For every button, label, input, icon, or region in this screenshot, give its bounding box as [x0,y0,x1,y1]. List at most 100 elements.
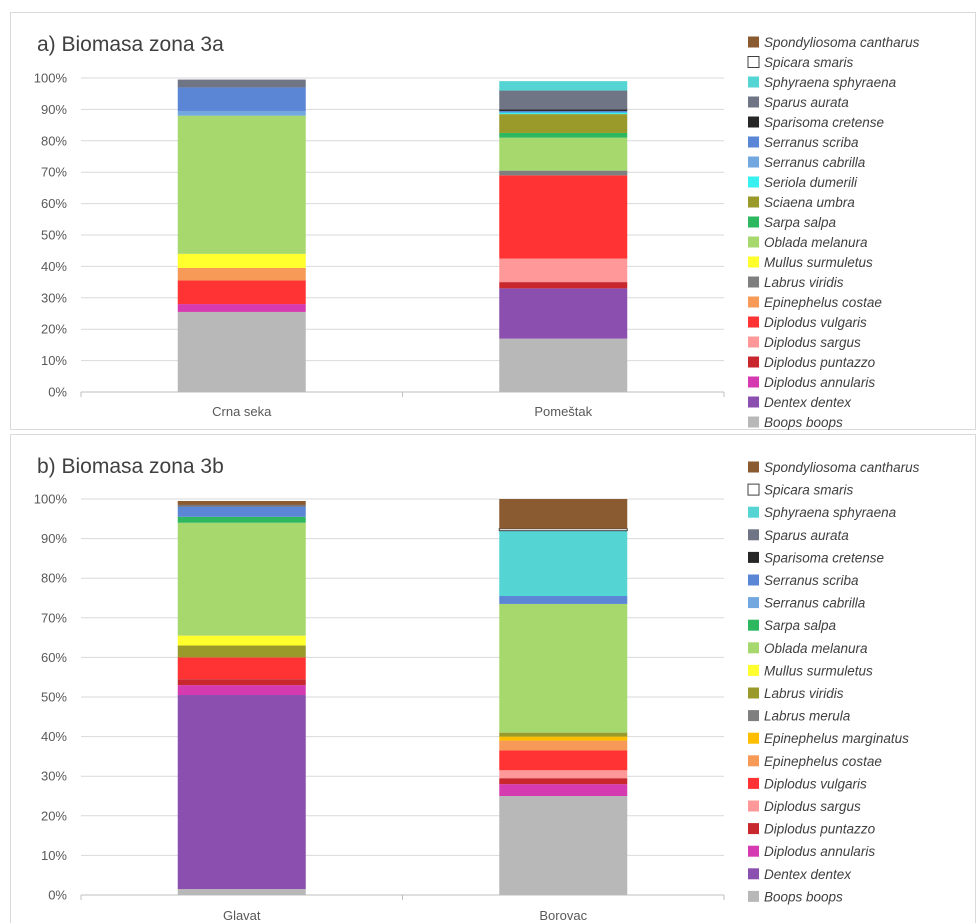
legend-label: Serranus scriba [764,573,859,588]
legend-swatch [748,800,759,812]
x-axis-categories: Glavat Borovac [223,908,588,923]
bar-segment [177,504,306,507]
bar-segment [499,258,628,283]
legend-label: Sphyraena sphyraena [764,505,897,520]
legend-label: Sparus aurata [764,528,849,543]
legend-label: Spondyliosoma cantharus [764,35,920,50]
bar-segment [177,110,306,116]
y-tick-label: 70% [41,610,67,625]
legend-swatch [748,710,759,722]
legend-swatch [748,196,759,208]
legend-swatch [748,755,759,767]
bar-segment [499,770,628,779]
legend-label: Diplodus vulgaris [764,776,867,791]
bar-segment [499,132,628,138]
legend-swatch [748,76,759,88]
y-tick-label: 50% [41,690,67,705]
bar-segment [499,109,628,111]
bar-segment [499,732,628,737]
legend-swatch [748,777,759,789]
legend-swatch [748,461,759,473]
legend-label: Diplodus sargus [764,799,861,814]
bar-segment [499,499,628,529]
legend-swatch [748,396,759,408]
bars [177,499,628,895]
chart-panel-zona-3a: a) Biomasa zona 3a 0% 10% 20% 30% 40% 50% 60% 7… [10,12,976,430]
y-tick-label: 70% [41,165,67,180]
x-category-label: Glavat [223,908,261,923]
legend-swatch [748,845,759,857]
legend-swatch [748,176,759,188]
legend-label: Sciaena umbra [764,195,855,210]
bar-segment [177,645,306,658]
legend-swatch [748,376,759,388]
y-tick-label: 80% [41,571,67,586]
legend-swatch [747,56,760,68]
legend-label: Mullus surmuletus [764,255,873,270]
legend-label: Serranus cabrilla [764,596,866,611]
bar-segment [177,267,306,281]
legend-label: Diplodus sargus [764,335,861,350]
legend-label: Diplodus annularis [764,375,875,390]
legend-swatch [748,276,759,288]
legend-swatch [748,642,759,654]
chart-panel-zona-3b: b) Biomasa zona 3b 0% 10% 20% 30% 40% 50% 60% 7… [10,434,976,923]
bar-segment [499,338,628,392]
legend-label: Epinephelus marginatus [764,731,909,746]
y-tick-label: 50% [41,228,67,243]
y-tick-label: 10% [41,353,67,368]
bar-segment [499,750,628,771]
y-tick-label: 10% [41,848,67,863]
legend-swatch [748,96,759,108]
bar-segment [177,304,306,312]
legend-label: Boops boops [764,889,843,904]
legend-swatch [748,732,759,744]
legend-label: Serranus cabrilla [764,155,866,170]
bar-segment [177,280,306,305]
legend-swatch [748,236,759,248]
legend-label: Oblada melanura [764,641,868,656]
y-tick-label: 30% [41,769,67,784]
legend-swatch [748,116,759,128]
bar-segment [177,522,306,636]
legend-label: Sparisoma cretense [764,115,884,130]
x-axis-categories: Crna seka Pomeštak [212,404,593,419]
bar-segment [177,635,306,646]
legend-label: Sarpa salpa [764,618,837,633]
legend-label: Seriola dumerili [764,175,858,190]
bar-segment [177,679,306,686]
bar-segment [177,516,306,523]
gridlines [80,77,725,397]
legend-label: Sphyraena sphyraena [764,75,897,90]
bar-segment [499,114,628,133]
chart-title: a) Biomasa zona 3a [37,33,224,56]
y-tick-label: 30% [41,290,67,305]
legend-swatch [748,823,759,835]
bar-segment [499,796,628,895]
bar-segment [177,889,306,895]
chart-title: b) Biomasa zona 3b [37,455,224,478]
legend-swatch [748,256,759,268]
legend-label: Mullus surmuletus [764,663,873,678]
bar-segment [499,288,628,339]
y-tick-label: 60% [41,650,67,665]
chart-zona-3b-svg: b) Biomasa zona 3b 0% 10% 20% 30% 40% 50% 60% 7… [34,455,920,923]
legend-swatch [748,597,759,609]
bar-segment [499,282,628,289]
x-category-label: Borovac [539,908,587,923]
legend-label: Sarpa salpa [764,215,837,230]
legend-label: Spondyliosoma cantharus [764,460,920,475]
y-tick-label: 80% [41,133,67,148]
bar-segment [499,137,628,171]
bar-segment [499,603,628,733]
bar-segment [499,112,628,115]
y-tick-label: 60% [41,196,67,211]
bar-segment [177,500,306,505]
legend-label: Diplodus puntazzo [764,822,876,837]
legend-swatch [748,890,759,902]
bar-segment [177,695,306,890]
bar-segment [499,784,628,796]
y-tick-label: 40% [41,259,67,274]
legend-swatch [748,664,759,676]
bar-segment [499,736,628,741]
